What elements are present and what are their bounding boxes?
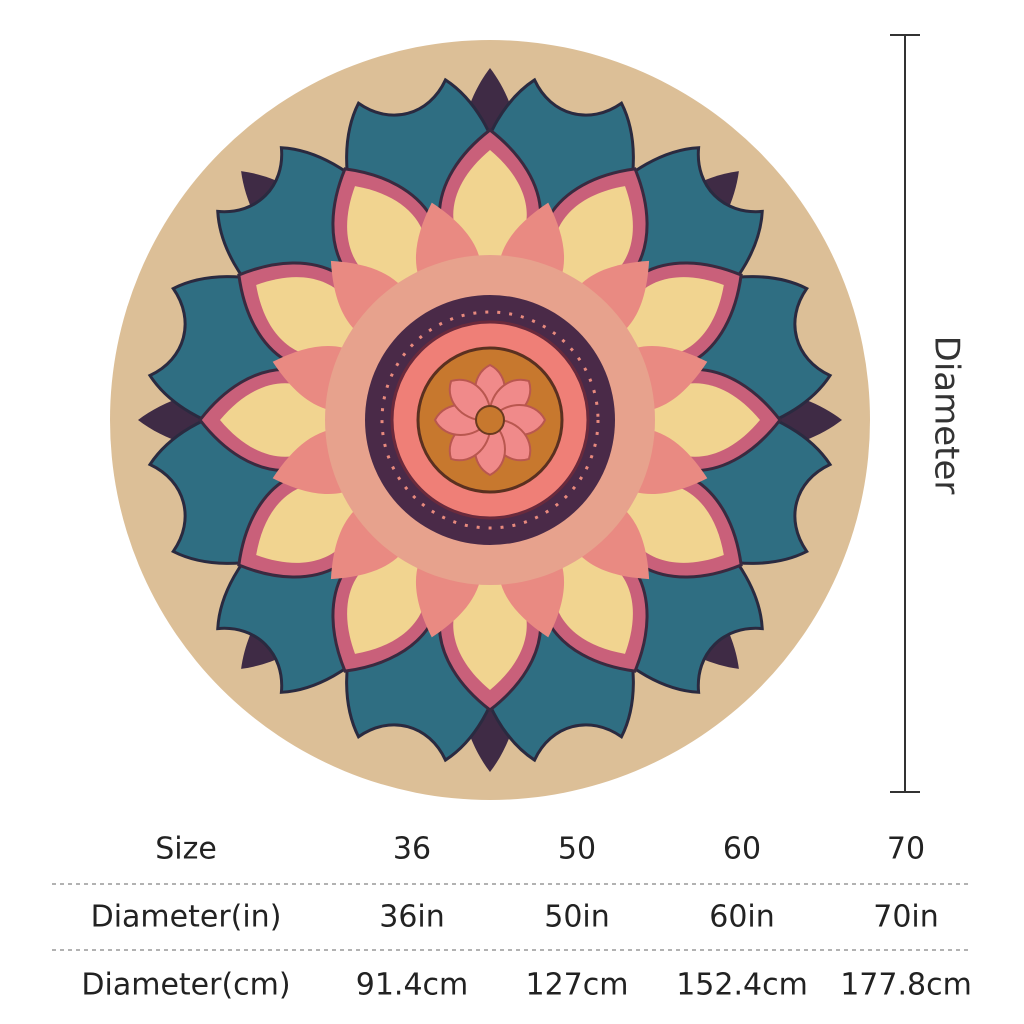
table-cell: 177.8cm <box>840 968 972 1003</box>
table-cell: 70 <box>887 832 925 867</box>
table-cell: 50 <box>558 832 596 867</box>
dot-ring <box>380 310 600 530</box>
table-cell: 60in <box>709 900 775 935</box>
dimension-label: Diameter <box>927 336 967 495</box>
row-header: Diameter(cm) <box>81 968 290 1003</box>
dimension-indicator <box>890 34 920 793</box>
table-cell: 70in <box>873 900 939 935</box>
table-cell: 60 <box>723 832 761 867</box>
row-header: Size <box>155 832 217 867</box>
center-dot <box>475 405 505 435</box>
table-cell: 91.4cm <box>356 968 469 1003</box>
mandala <box>138 68 842 772</box>
table-cell: 50in <box>544 900 610 935</box>
row-header: Diameter(in) <box>91 900 282 935</box>
table-cell: 36 <box>393 832 431 867</box>
table-cell: 36in <box>379 900 445 935</box>
table-cell: 127cm <box>526 968 629 1003</box>
size-table: Size 36 50 60 70 Diameter(in) 36in 50in 60in 70in… <box>81 832 971 1003</box>
table-dividers <box>52 883 972 951</box>
table-cell: 152.4cm <box>676 968 808 1003</box>
